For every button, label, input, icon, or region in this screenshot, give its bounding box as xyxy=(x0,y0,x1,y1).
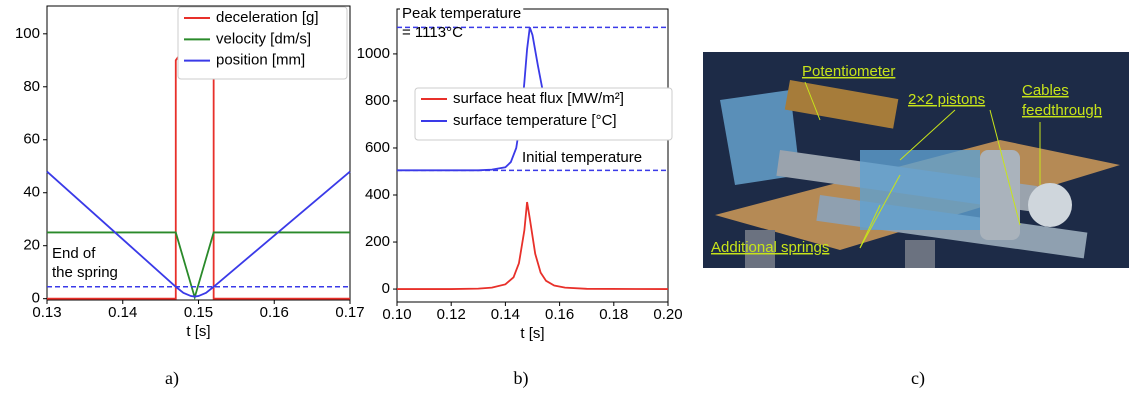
x-tick-label: 0.16 xyxy=(260,304,289,321)
x-tick-label: 0.16 xyxy=(545,306,574,323)
y-tick-label: 1000 xyxy=(357,45,390,62)
x-tick-label: 0.14 xyxy=(108,304,137,321)
y-tick-label: 40 xyxy=(23,184,40,201)
y-tick-label: 0 xyxy=(382,280,390,297)
feedthrough xyxy=(1028,183,1072,227)
annotation: the spring xyxy=(52,264,118,281)
photo-label: 2×2 pistons xyxy=(908,91,985,108)
annotation: End of xyxy=(52,245,96,262)
x-axis-label: t [s] xyxy=(520,325,544,342)
x-tick-label: 0.14 xyxy=(491,306,520,323)
photo-panel: Potentiometer 2×2 pistons Cables feedthr… xyxy=(703,52,1129,268)
pistons xyxy=(860,150,980,230)
figure: Potentiometer 2×2 pistons Cables feedthr… xyxy=(0,0,1129,394)
caption: c) xyxy=(911,368,925,389)
annotation: = 1113°C xyxy=(402,24,463,41)
x-tick-label: 0.12 xyxy=(437,306,466,323)
caption: a) xyxy=(165,368,179,389)
x-tick-label: 0.17 xyxy=(335,304,364,321)
legend-label: velocity [dm/s] xyxy=(216,30,311,47)
y-tick-label: 600 xyxy=(365,139,390,156)
support xyxy=(905,240,935,268)
x-axis-label: t [s] xyxy=(186,323,210,340)
legend-label: surface heat flux [MW/m²] xyxy=(453,90,624,107)
photo-label: feedthrough xyxy=(1022,102,1102,119)
data-line xyxy=(397,202,668,289)
y-tick-label: 100 xyxy=(15,25,40,42)
y-tick-label: 400 xyxy=(365,186,390,203)
x-tick-label: 0.18 xyxy=(599,306,628,323)
photo-label: Cables xyxy=(1022,82,1069,99)
y-tick-label: 200 xyxy=(365,233,390,250)
y-tick-label: 20 xyxy=(23,237,40,254)
flange xyxy=(980,150,1020,240)
legend-label: deceleration [g] xyxy=(216,9,319,26)
y-tick-label: 800 xyxy=(365,92,390,109)
caption: b) xyxy=(514,368,529,389)
x-tick-label: 0.20 xyxy=(653,306,682,323)
y-tick-label: 80 xyxy=(23,78,40,95)
photo-label: Additional springs xyxy=(711,239,829,256)
x-tick-label: 0.13 xyxy=(32,304,61,321)
x-tick-label: 0.15 xyxy=(184,304,213,321)
legend-label: position [mm] xyxy=(216,52,305,69)
annotation: Peak temperature xyxy=(402,5,521,22)
legend-label: surface temperature [°C] xyxy=(453,112,617,129)
y-tick-label: 60 xyxy=(23,131,40,148)
x-tick-label: 0.10 xyxy=(382,306,411,323)
photo-label: Potentiometer xyxy=(802,63,895,80)
annotation: Initial temperature xyxy=(522,149,642,166)
